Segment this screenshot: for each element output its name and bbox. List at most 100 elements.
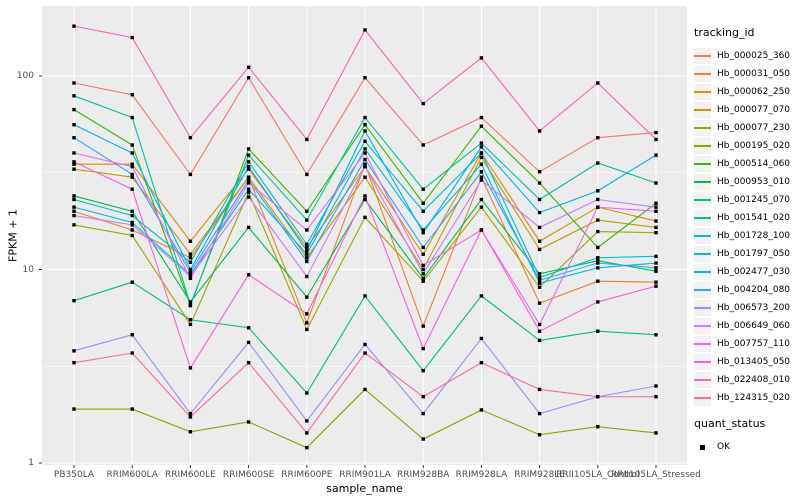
data-point [130,209,134,213]
data-point [654,209,658,213]
data-point [72,213,76,218]
data-point [305,321,309,325]
data-point [130,233,134,238]
data-point [130,143,134,147]
data-point [130,223,134,227]
data-point [596,135,600,140]
data-point [654,219,658,223]
data-point [130,333,134,337]
data-point [246,164,251,169]
data-point [363,139,367,143]
data-point [188,252,193,256]
data-point [188,276,193,281]
legend-key-line-icon [694,271,711,273]
data-point [305,218,309,222]
legend-label: Hb_000953_010 [717,177,791,187]
data-point [596,279,600,283]
data-point [654,395,658,399]
legend-key-swatch [694,174,711,190]
data-point [537,433,542,437]
data-point [130,280,134,284]
data-point [363,28,367,32]
data-point [479,205,484,209]
legend-key-swatch [694,228,711,244]
legend-item: Hb_001245_070 [694,191,800,209]
data-point [596,81,600,85]
x-axis-tick-label: RRIM928LA [455,470,508,480]
data-point [246,167,251,171]
legend-key-swatch [694,120,711,136]
data-point [537,247,542,252]
data-point [305,242,309,246]
y-axis-tick-label: 100 [16,71,34,81]
data-point [421,437,425,441]
legend-key-line-icon [694,163,711,165]
data-point [596,218,600,222]
data-point [246,340,251,345]
legend-key-line-icon [694,343,711,345]
legend-key-swatch [694,318,711,334]
data-point [421,209,425,213]
data-point [537,322,542,327]
legend-item: Hb_000514_060 [694,155,800,173]
data-point [596,395,600,399]
data-point [537,129,542,133]
data-point [188,411,193,416]
data-point [537,181,542,185]
legend-key-line-icon [694,325,711,327]
data-point [188,415,193,419]
y-axis-title: FPKM + 1 [6,209,20,262]
data-point [654,284,658,288]
x-axis-tick-label: RRIM600SE [222,470,275,480]
data-point [537,411,542,416]
data-point [654,181,658,185]
data-point [188,366,193,370]
legend-key-line-icon [694,127,711,129]
data-point [654,269,658,273]
data-point [130,220,134,225]
data-point [363,164,367,169]
data-point [596,261,600,265]
data-point [479,124,484,128]
legend-item: Hb_000195_020 [694,137,800,155]
data-point [537,170,542,174]
data-point [654,431,658,435]
data-point [421,201,425,205]
data-point [130,35,134,40]
legend-label: Hb_001728_100 [717,231,791,241]
data-point [363,147,367,151]
x-axis-tick-label: RRIM901LA [339,470,391,480]
data-point [654,130,658,135]
data-point [537,197,542,202]
data-point [596,256,600,260]
legend-key-swatch [694,264,711,280]
data-point [596,229,600,234]
legend-label: Hb_006649_060 [717,321,791,331]
data-point [596,266,600,270]
data-point [537,210,542,215]
data-point [363,351,367,355]
data-point [188,300,193,304]
data-point [596,197,600,202]
data-point [305,245,309,250]
legend-label: OK [717,442,730,452]
data-point [479,175,484,179]
data-point [421,101,425,106]
data-point [479,228,484,232]
data-point [305,445,309,450]
legend-key-line-icon [694,109,711,111]
data-point [363,123,367,127]
legend-key-swatch [694,156,711,172]
data-point [596,245,600,250]
data-point [188,267,193,272]
data-point [421,143,425,147]
legend-item: Hb_000077_230 [694,119,800,137]
data-point [188,318,193,322]
data-point [246,225,251,230]
data-point [246,147,251,151]
data-point [363,157,367,162]
legend-item: Hb_001797_050 [694,245,800,263]
legend-title-quant-status: quant_status [694,417,766,430]
data-point [596,205,600,209]
x-axis-tick-label: RRII105LA_Control [556,470,640,480]
